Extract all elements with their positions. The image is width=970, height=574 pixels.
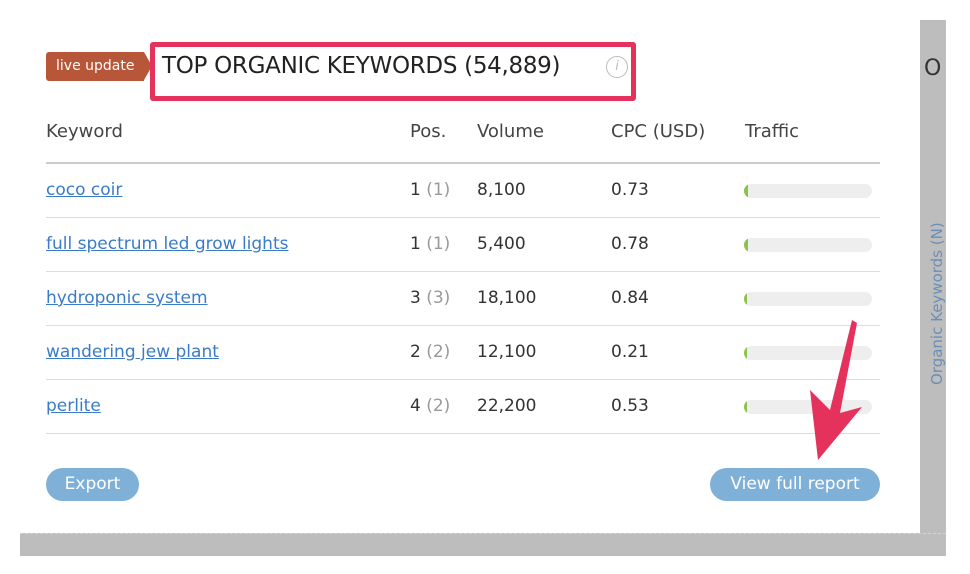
- traffic-bar: [744, 184, 872, 198]
- volume: 12,100: [477, 342, 537, 362]
- side-axis-label: Organic Keywords (N): [928, 222, 946, 385]
- volume: 5,400: [477, 234, 526, 254]
- position: 4 (2): [410, 396, 450, 416]
- traffic-bar-fill: [744, 238, 748, 252]
- cpc: 0.84: [611, 288, 649, 308]
- cpc: 0.21: [611, 342, 649, 362]
- side-panel-title: O: [924, 56, 942, 81]
- position-previous: (3): [426, 288, 451, 308]
- traffic-bar-fill: [744, 346, 747, 360]
- position-previous: (1): [426, 234, 451, 254]
- traffic-bar: [744, 238, 872, 252]
- cpc: 0.78: [611, 234, 649, 254]
- panel-gutter: [920, 20, 946, 556]
- arrow-annotation: [810, 320, 862, 460]
- cpc: 0.53: [611, 396, 649, 416]
- position-previous: (2): [426, 396, 451, 416]
- traffic-bar-fill: [744, 400, 747, 414]
- col-keyword[interactable]: Keyword: [46, 121, 123, 142]
- traffic-bar-fill: [744, 184, 748, 198]
- position: 1 (1): [410, 180, 450, 200]
- keyword-link[interactable]: perlite: [46, 396, 101, 416]
- keyword-link[interactable]: full spectrum led grow lights: [46, 234, 289, 254]
- position-current: 1: [410, 234, 421, 254]
- view-full-report-button[interactable]: View full report: [710, 468, 880, 501]
- volume: 8,100: [477, 180, 526, 200]
- position-previous: (2): [426, 342, 451, 362]
- table-row: full spectrum led grow lights 1 (1) 5,40…: [46, 218, 880, 272]
- keyword-link[interactable]: wandering jew plant: [46, 342, 219, 362]
- highlight-box: [150, 42, 636, 101]
- traffic-bar: [744, 346, 872, 360]
- panel-gutter-bottom: [20, 533, 946, 556]
- widget-title: TOP ORGANIC KEYWORDS (54,889): [162, 53, 561, 79]
- cpc: 0.73: [611, 180, 649, 200]
- header-divider: [46, 162, 880, 164]
- table-row: wandering jew plant 2 (2) 12,100 0.21: [46, 326, 880, 380]
- keywords-panel: [20, 0, 920, 533]
- traffic-bar-fill: [744, 292, 747, 306]
- table-row: coco coir 1 (1) 8,100 0.73: [46, 164, 880, 218]
- info-icon[interactable]: i: [606, 56, 628, 78]
- col-pos[interactable]: Pos.: [410, 121, 447, 142]
- position: 1 (1): [410, 234, 450, 254]
- export-button[interactable]: Export: [46, 468, 139, 501]
- position-current: 2: [410, 342, 421, 362]
- keyword-link[interactable]: hydroponic system: [46, 288, 208, 308]
- volume: 22,200: [477, 396, 537, 416]
- position-current: 3: [410, 288, 421, 308]
- position-current: 4: [410, 396, 421, 416]
- col-volume[interactable]: Volume: [477, 121, 544, 142]
- volume: 18,100: [477, 288, 537, 308]
- position-previous: (1): [426, 180, 451, 200]
- col-cpc[interactable]: CPC (USD): [611, 121, 706, 142]
- col-traffic[interactable]: Traffic: [745, 121, 800, 142]
- position: 3 (3): [410, 288, 450, 308]
- position: 2 (2): [410, 342, 450, 362]
- table-row: hydroponic system 3 (3) 18,100 0.84: [46, 272, 880, 326]
- traffic-bar: [744, 292, 872, 306]
- position-current: 1: [410, 180, 421, 200]
- keyword-link[interactable]: coco coir: [46, 180, 123, 200]
- live-update-badge: live update: [46, 52, 153, 81]
- table-row: perlite 4 (2) 22,200 0.53: [46, 380, 880, 434]
